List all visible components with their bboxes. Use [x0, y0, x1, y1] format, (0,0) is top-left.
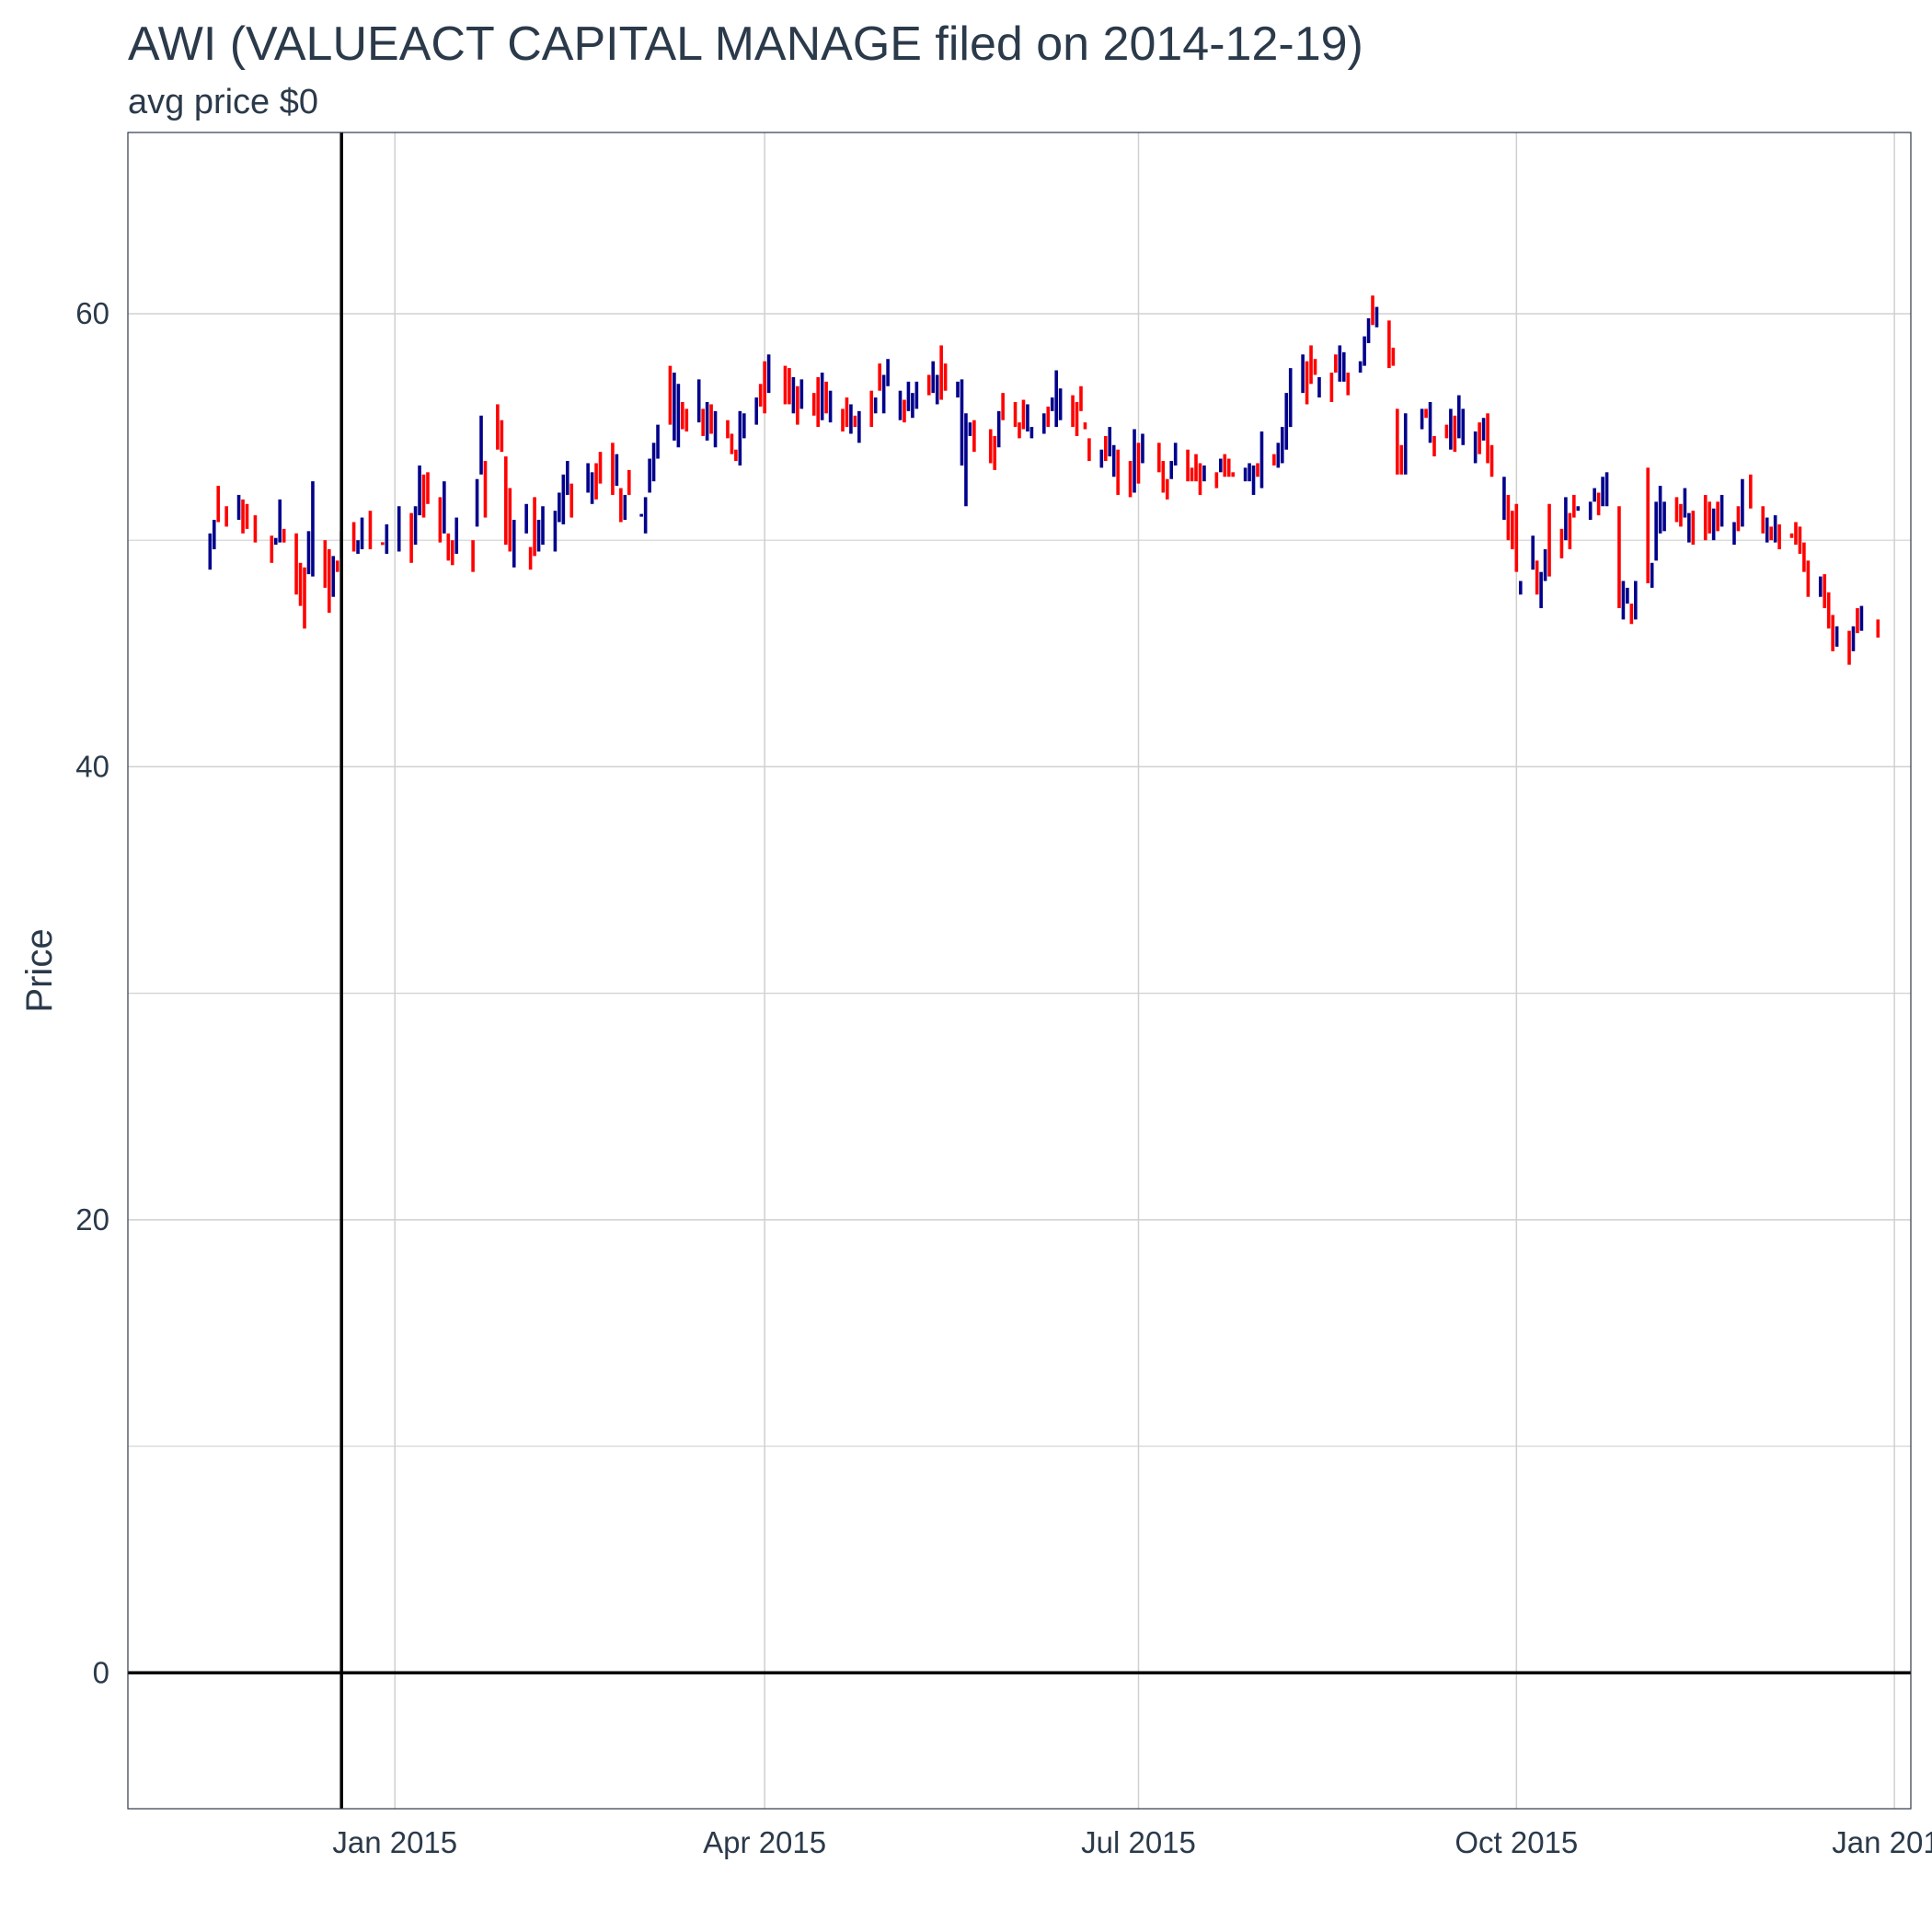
- y-axis-label: Price: [19, 928, 60, 1012]
- plot-background: [128, 132, 1911, 1809]
- x-tick-label: Jul 2015: [1081, 1825, 1196, 1859]
- price-bars: [208, 295, 1880, 665]
- y-axis-ticks: 0 20 40 60: [75, 296, 109, 1689]
- chart-subtitle: avg price $0: [128, 83, 319, 121]
- x-tick-label: Jan 2015: [332, 1825, 457, 1859]
- x-axis-ticks: Jan 2015 Apr 2015 Jul 2015 Oct 2015 Jan 2016: [332, 1825, 1932, 1859]
- y-tick-label: 20: [75, 1202, 109, 1236]
- y-tick-label: 60: [75, 296, 109, 330]
- x-tick-label: Jan 2016: [1832, 1825, 1932, 1859]
- x-tick-label: Oct 2015: [1455, 1825, 1578, 1859]
- reference-lines: [128, 132, 1911, 1809]
- x-tick-label: Apr 2015: [703, 1825, 826, 1859]
- y-tick-label: 0: [93, 1655, 109, 1689]
- y-tick-label: 40: [75, 749, 109, 783]
- plot-border: [127, 132, 1912, 1810]
- chart-title: AWI (VALUEACT CAPITAL MANAGE filed on 20…: [128, 17, 1363, 71]
